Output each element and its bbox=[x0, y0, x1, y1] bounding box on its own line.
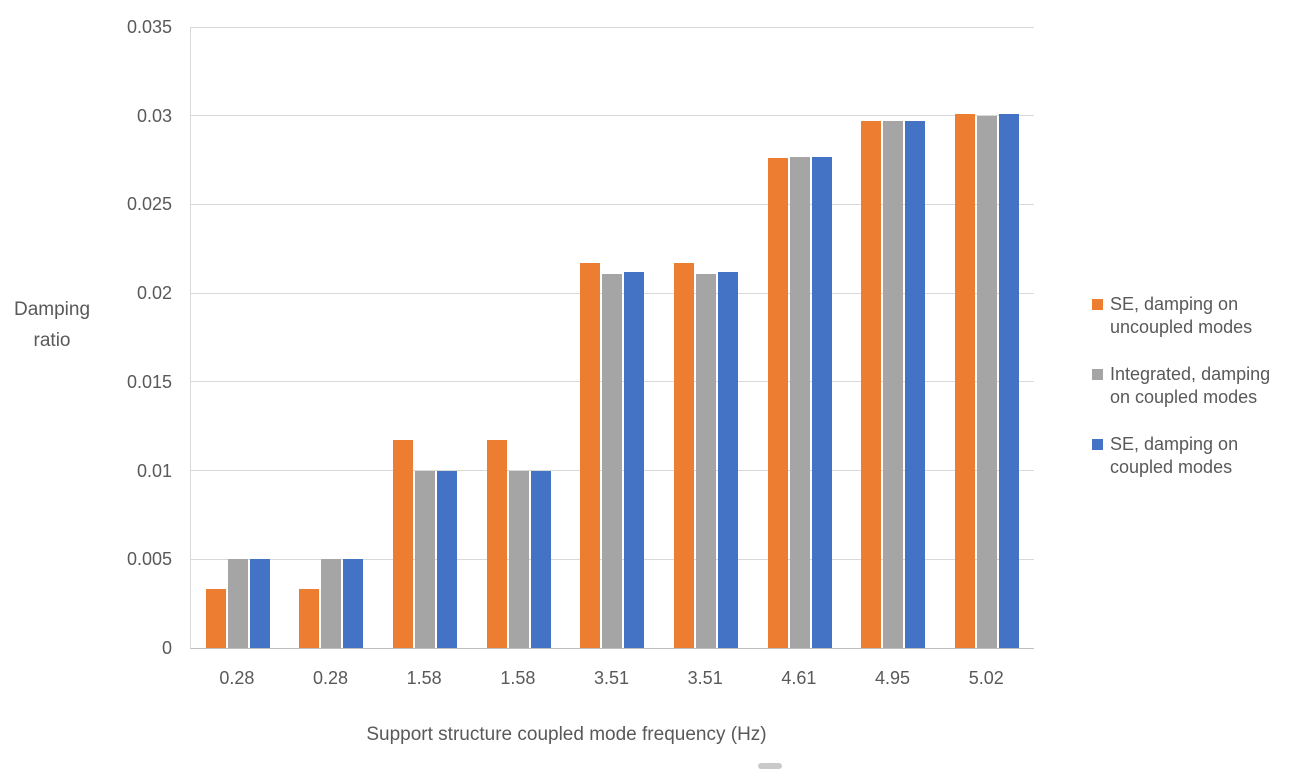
legend-label: Integrated, damping on coupled modes bbox=[1110, 364, 1271, 407]
bar-orange bbox=[861, 121, 882, 648]
y-axis-tick-label: 0.01 bbox=[136, 460, 172, 481]
bar-blue bbox=[624, 271, 645, 648]
x-axis-title: Support structure coupled mode frequency… bbox=[366, 724, 767, 745]
legend-swatch-icon bbox=[1092, 439, 1103, 450]
bar-orange bbox=[393, 440, 414, 648]
x-axis-tick-label: 3.51 bbox=[594, 668, 630, 688]
bar-gray bbox=[789, 156, 810, 648]
bar-orange bbox=[955, 113, 976, 648]
x-axis-tick-labels: 0.28 0.28 1.58 1.58 3.51 3.51 4.61 4.95 5.02 bbox=[190, 668, 1033, 689]
bar-gray bbox=[977, 115, 998, 648]
y-axis-tick-labels: 0 0.005 0.01 0.015 0.02 0.025 0.03 0.035 bbox=[0, 17, 172, 658]
bar-orange bbox=[580, 262, 601, 648]
y-axis-tick-label: 0.025 bbox=[126, 194, 172, 215]
bar-orange bbox=[674, 262, 695, 648]
bar-blue bbox=[718, 271, 739, 648]
bar-blue bbox=[811, 156, 832, 648]
legend-item: SE, damping on coupled modes bbox=[1092, 433, 1292, 479]
gridline bbox=[191, 26, 1034, 28]
bar-blue bbox=[343, 559, 364, 648]
bar-orange bbox=[486, 440, 507, 648]
x-axis-tick-label: 5.02 bbox=[968, 668, 1004, 688]
x-axis-tick-label: 4.61 bbox=[781, 668, 817, 688]
y-axis-title: Damping ratio bbox=[13, 299, 91, 351]
bar-gray bbox=[321, 559, 342, 648]
x-axis-tick-label: 1.58 bbox=[500, 668, 536, 688]
y-axis-tick-label: 0.03 bbox=[136, 105, 172, 126]
legend: SE, damping on uncoupled modes Integrated… bbox=[1092, 293, 1292, 503]
bar-gray bbox=[508, 470, 529, 648]
bar-blue bbox=[999, 113, 1020, 648]
bar-blue bbox=[530, 470, 551, 648]
y-axis-tick-label: 0.005 bbox=[126, 549, 172, 570]
bar-orange bbox=[299, 589, 320, 648]
plot-area bbox=[190, 26, 1034, 649]
x-axis-tick-label: 4.95 bbox=[875, 668, 911, 688]
legend-label: SE, damping on coupled modes bbox=[1110, 434, 1239, 477]
gridline bbox=[191, 115, 1034, 117]
bar-blue bbox=[437, 470, 458, 648]
legend-swatch-icon bbox=[1092, 369, 1103, 380]
bar-gray bbox=[883, 121, 904, 648]
y-axis-tick-label: 0 bbox=[161, 638, 172, 658]
gridline bbox=[191, 203, 1034, 205]
legend-item: Integrated, damping on coupled modes bbox=[1092, 363, 1292, 409]
cropped-text-fragment bbox=[758, 763, 782, 769]
x-axis-tick-label: 1.58 bbox=[406, 668, 442, 688]
y-axis-tick-label: 0.02 bbox=[136, 283, 172, 304]
bar-gray bbox=[602, 273, 623, 648]
x-axis-tick-label: 0.28 bbox=[219, 668, 255, 688]
y-axis-tick-label: 0.035 bbox=[126, 17, 172, 37]
bar-blue bbox=[905, 121, 926, 648]
legend-item: SE, damping on uncoupled modes bbox=[1092, 293, 1292, 339]
bar-orange bbox=[767, 158, 788, 648]
bar-gray bbox=[696, 273, 717, 648]
bar-gray bbox=[415, 470, 436, 648]
bar-orange bbox=[205, 589, 226, 648]
y-axis-tick-label: 0.015 bbox=[126, 371, 172, 392]
bar-gray bbox=[227, 559, 248, 648]
x-axis-tick-label: 3.51 bbox=[687, 668, 723, 688]
legend-label: SE, damping on uncoupled modes bbox=[1110, 294, 1253, 337]
legend-swatch-icon bbox=[1092, 299, 1103, 310]
bar-blue bbox=[249, 559, 270, 648]
x-axis-tick-label: 0.28 bbox=[312, 668, 349, 688]
